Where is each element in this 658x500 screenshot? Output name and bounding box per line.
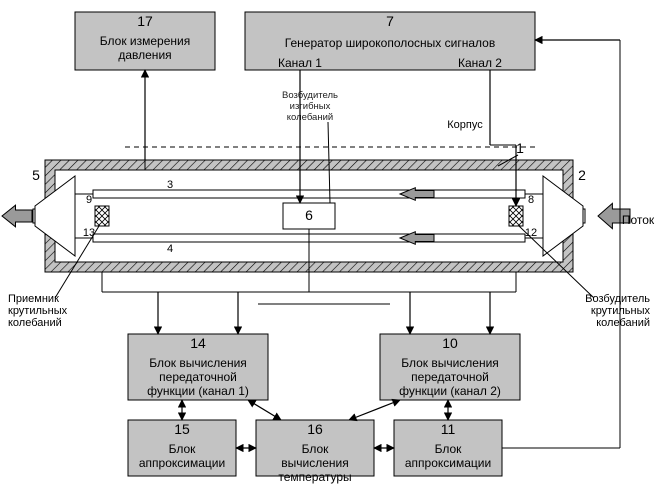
housing-label: Корпус [447,119,483,131]
svg-text:Блок: Блок [302,442,330,456]
svg-text:функции (канал 2): функции (канал 2) [399,384,501,398]
svg-text:3: 3 [167,179,173,191]
svg-text:изгибных: изгибных [290,101,331,112]
block-17-num: 17 [137,13,153,29]
svg-text:13: 13 [83,227,95,239]
svg-text:функции (канал 1): функции (канал 1) [147,384,249,398]
svg-text:Блок вычисления: Блок вычисления [149,356,247,370]
svg-text:Генератор широкополосных сигна: Генератор широкополосных сигналов [285,36,495,50]
svg-text:Блок вычисления: Блок вычисления [401,356,499,370]
marker-9-13 [95,206,109,226]
svg-text:4: 4 [167,243,173,255]
svg-text:Блок: Блок [169,442,197,456]
svg-text:температуры: температуры [278,470,351,484]
block-11-num: 11 [441,421,456,437]
svg-text:Канал 2: Канал 2 [458,56,502,70]
svg-text:крутильных: крутильных [591,305,651,317]
tube-3 [93,190,525,198]
svg-text:7: 7 [386,13,394,29]
svg-text:вычисления: вычисления [281,456,348,470]
svg-text:колебаний: колебаний [596,317,650,329]
svg-text:давления: давления [118,48,171,62]
svg-text:крутильных: крутильных [8,305,68,317]
svg-text:Блок измерения: Блок измерения [100,34,190,48]
svg-text:аппроксимации: аппроксимации [139,456,225,470]
svg-text:аппроксимации: аппроксимации [405,456,491,470]
svg-text:Блок: Блок [435,442,463,456]
svg-text:6: 6 [305,207,313,223]
svg-text:2: 2 [578,167,586,183]
block-14-num: 14 [190,335,206,351]
svg-text:Канал 1: Канал 1 [278,56,322,70]
svg-text:Возбудитель: Возбудитель [585,293,650,305]
svg-text:Возбудитель: Возбудитель [282,90,338,101]
svg-text:8: 8 [528,194,534,206]
svg-text:5: 5 [32,167,40,183]
svg-text:Приемник: Приемник [8,293,59,305]
svg-text:колебаний: колебаний [287,112,333,123]
svg-text:9: 9 [86,194,92,206]
block-16-num: 16 [307,421,323,437]
marker-8-12 [509,206,523,226]
svg-text:1: 1 [516,140,524,156]
flow-label: Поток [622,213,655,227]
svg-text:колебаний: колебаний [8,317,62,329]
svg-text:передаточной: передаточной [411,370,489,384]
block-15-num: 15 [174,421,190,437]
svg-text:передаточной: передаточной [159,370,237,384]
block-10-num: 10 [442,335,458,351]
